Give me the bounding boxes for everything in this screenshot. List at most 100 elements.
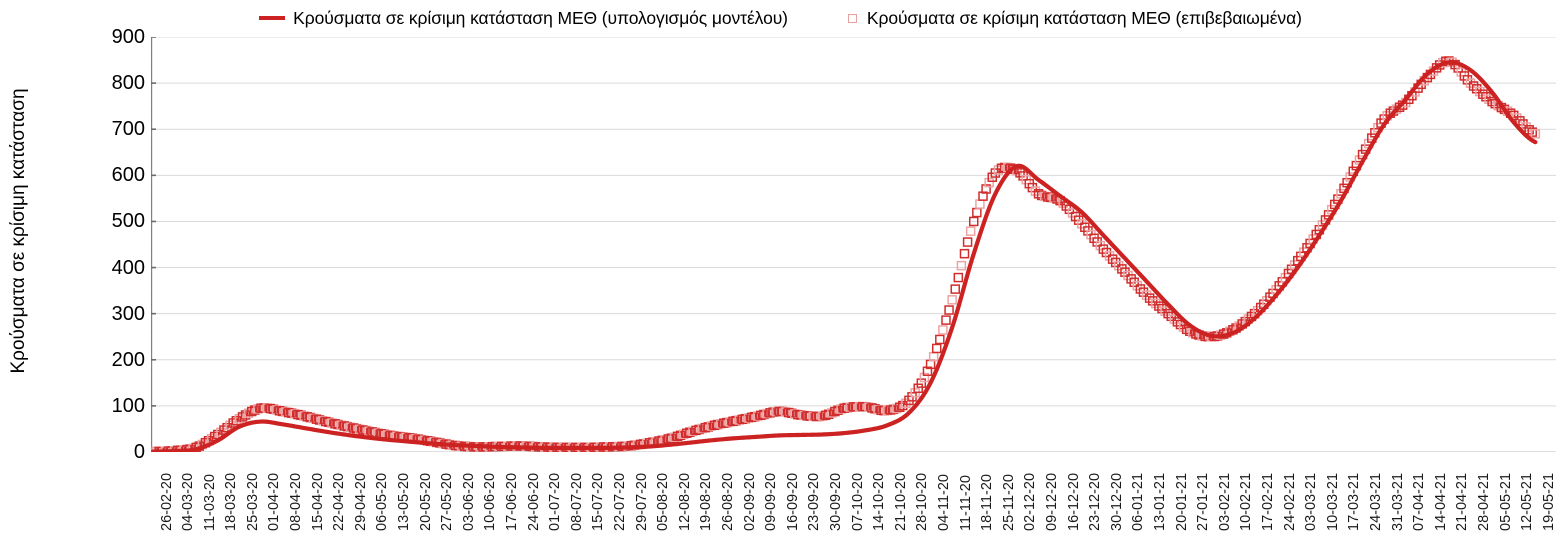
data-point-marker (1160, 306, 1170, 316)
data-point-marker (1468, 81, 1479, 91)
data-point-marker (941, 315, 951, 325)
x-tick-label: 06-05-20 (374, 472, 391, 531)
data-point-marker (268, 404, 279, 414)
data-point-marker (246, 406, 257, 417)
data-point-marker (250, 405, 260, 415)
data-point-marker (302, 412, 313, 422)
data-point-marker (898, 400, 908, 411)
data-point-marker (1114, 260, 1124, 271)
data-point-marker (1110, 257, 1121, 268)
data-point-marker (1175, 319, 1186, 330)
x-tick-label: 03-06-20 (460, 472, 477, 531)
data-point-marker (1478, 89, 1488, 99)
data-point-marker (891, 403, 902, 414)
data-point-marker (956, 260, 967, 271)
x-tick-label: 21-04-21 (1454, 472, 1471, 531)
data-point-marker (1036, 190, 1047, 201)
y-tick-label: 200 (111, 348, 145, 371)
x-tick-label: 02-09-20 (741, 472, 758, 531)
legend-entry-confirmed[interactable]: Κρούσματα σε κρίσιμη κατάσταση ΜΕΘ (επιβ… (847, 7, 1302, 29)
x-tick-label: 15-07-20 (590, 472, 607, 531)
x-tick-label: 12-05-21 (1519, 472, 1536, 531)
data-point-marker (672, 431, 683, 442)
data-point-marker (308, 413, 319, 424)
data-point-marker (950, 284, 960, 294)
data-point-marker (688, 426, 698, 436)
legend-entry-model[interactable]: Κρούσματα σε κρίσιμη κατάσταση ΜΕΘ (υπολ… (259, 8, 788, 29)
x-tick-label: 13-01-21 (1152, 472, 1169, 531)
data-point-marker (759, 409, 769, 420)
data-point-marker (836, 404, 846, 414)
data-point-marker (931, 343, 942, 354)
x-tick-label: 10-06-20 (482, 472, 499, 531)
data-point-marker (271, 405, 282, 415)
data-point-marker (953, 272, 964, 283)
data-point-marker (1481, 91, 1491, 102)
x-tick-label: 05-08-20 (655, 472, 672, 531)
x-tick-label: 06-01-21 (1130, 472, 1147, 531)
data-point-marker (981, 184, 991, 194)
x-tick-label: 26-02-20 (158, 472, 175, 531)
x-tick-label: 29-04-20 (352, 472, 369, 531)
data-point-marker (993, 165, 1004, 175)
x-tick-label: 27-05-20 (439, 472, 456, 531)
data-point-marker (996, 163, 1007, 174)
data-point-marker (1163, 308, 1173, 319)
x-tick-label: 20-05-20 (417, 472, 434, 531)
data-point-marker (1157, 303, 1167, 314)
x-tick-label: 29-07-20 (633, 472, 650, 531)
data-point-marker (685, 427, 695, 437)
x-tick-label: 08-04-20 (288, 472, 305, 531)
data-point-marker (762, 408, 772, 419)
plot-svg (151, 37, 1556, 452)
data-point-marker (1144, 293, 1155, 303)
x-tick-label: 16-09-20 (784, 472, 801, 531)
data-point-marker (944, 305, 954, 315)
x-tick-label: 25-11-20 (1000, 474, 1017, 531)
x-tick-label: 28-10-20 (914, 472, 931, 531)
plot-area (151, 37, 1556, 452)
data-point-marker (1138, 287, 1149, 297)
data-point-marker (1135, 284, 1146, 294)
data-point-marker (1527, 127, 1537, 137)
data-point-marker (311, 414, 322, 424)
x-tick-label: 15-04-20 (309, 472, 326, 531)
data-point-marker (1015, 168, 1025, 178)
data-point-marker (823, 409, 834, 419)
x-tick-label: 31-03-21 (1389, 472, 1406, 531)
x-tick-label: 09-09-20 (763, 472, 780, 531)
x-tick-label: 02-12-20 (1022, 472, 1039, 531)
data-point-marker (703, 422, 714, 432)
y-axis-tick-labels: 900 800 700 600 500 400 300 200 100 0 (83, 0, 145, 541)
data-point-marker (1166, 311, 1176, 322)
data-point-marker (1530, 129, 1541, 139)
x-tick-label: 01-04-20 (266, 472, 283, 531)
data-point-marker (314, 415, 325, 425)
x-tick-label: 11-03-20 (201, 474, 218, 531)
x-tick-label: 30-09-20 (828, 472, 845, 531)
data-point-marker (978, 191, 988, 201)
x-tick-label: 19-08-20 (698, 472, 715, 531)
x-tick-label: 23-12-20 (1087, 472, 1104, 531)
data-point-marker (691, 425, 701, 436)
legend-label-confirmed: Κρούσματα σε κρίσιμη κατάσταση ΜΕΘ (επιβ… (866, 7, 1302, 28)
data-point-marker (1172, 317, 1183, 327)
data-point-marker (947, 295, 957, 305)
x-tick-label: 23-09-20 (806, 472, 823, 531)
data-point-marker (922, 366, 933, 377)
data-point-marker (1465, 78, 1476, 88)
data-point-marker (962, 237, 973, 247)
x-tick-label: 26-08-20 (720, 472, 737, 531)
y-tick-label: 500 (111, 210, 145, 233)
y-tick-label: 700 (111, 118, 145, 141)
series-model-line (151, 60, 1538, 452)
x-tick-label: 24-02-21 (1281, 472, 1298, 531)
x-tick-label: 18-11-20 (979, 474, 996, 531)
x-tick-label: 03-03-21 (1303, 472, 1320, 531)
data-point-marker (1033, 189, 1044, 199)
x-tick-label: 13-05-20 (396, 472, 413, 531)
x-tick-label: 04-11-20 (936, 474, 953, 531)
data-point-marker (666, 433, 677, 443)
data-point-marker (901, 398, 911, 409)
x-tick-label: 19-05-21 (1540, 472, 1557, 531)
